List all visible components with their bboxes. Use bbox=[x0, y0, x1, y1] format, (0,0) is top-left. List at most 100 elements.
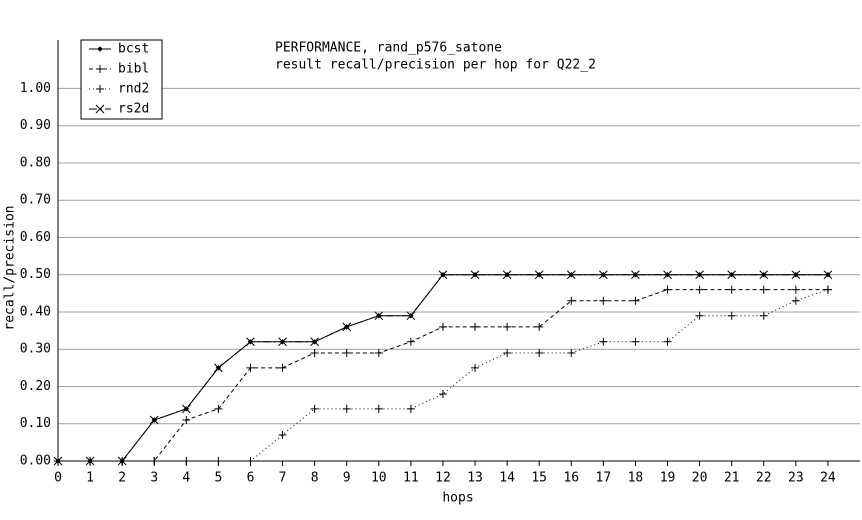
x-tick-label: 5 bbox=[214, 471, 222, 486]
data-point bbox=[214, 457, 223, 465]
data-point bbox=[566, 270, 576, 280]
y-tick-label: 1.00 bbox=[20, 81, 51, 96]
x-tick-label: 6 bbox=[247, 471, 255, 486]
x-tick-label: 7 bbox=[279, 471, 287, 486]
data-point bbox=[246, 457, 255, 465]
data-point bbox=[567, 296, 576, 305]
data-point bbox=[438, 389, 447, 398]
data-point bbox=[53, 456, 63, 466]
y-tick-label: 0.50 bbox=[20, 267, 51, 282]
data-point bbox=[759, 270, 769, 280]
y-tick-label: 0.80 bbox=[20, 155, 51, 170]
data-point bbox=[599, 337, 608, 346]
series-line bbox=[58, 274, 828, 462]
data-point bbox=[310, 337, 319, 347]
data-point bbox=[471, 363, 480, 372]
legend-label: rs2d bbox=[118, 102, 149, 117]
x-tick-label: 14 bbox=[499, 471, 515, 486]
y-tick-label: 0.00 bbox=[20, 454, 51, 469]
x-tick-label: 15 bbox=[531, 471, 547, 486]
data-point bbox=[502, 270, 512, 280]
data-point bbox=[599, 270, 608, 280]
legend-label: bibl bbox=[118, 62, 149, 77]
data-point bbox=[149, 415, 159, 425]
data-point bbox=[759, 311, 768, 320]
x-tick-label: 2 bbox=[118, 471, 126, 486]
x-tick-label: 22 bbox=[756, 471, 772, 486]
data-point bbox=[791, 270, 801, 280]
data-point bbox=[278, 337, 287, 347]
x-tick-label: 23 bbox=[788, 471, 804, 486]
chart-subtitle: result recall/precision per hop for Q22_… bbox=[275, 58, 596, 73]
data-point bbox=[727, 285, 736, 294]
x-tick-label: 0 bbox=[54, 471, 62, 486]
data-point bbox=[534, 270, 544, 280]
data-point bbox=[631, 270, 640, 280]
data-point bbox=[85, 456, 95, 466]
data-point bbox=[214, 404, 223, 413]
y-tick-label: 0.90 bbox=[20, 118, 51, 133]
data-point bbox=[470, 270, 480, 280]
data-point bbox=[342, 404, 351, 413]
x-tick-label: 9 bbox=[343, 471, 351, 486]
x-tick-label: 10 bbox=[371, 471, 387, 486]
data-point bbox=[535, 348, 544, 357]
chart-title: PERFORMANCE, rand_p576_satone bbox=[275, 41, 502, 56]
data-point bbox=[663, 337, 672, 346]
x-tick-label: 3 bbox=[150, 471, 158, 486]
legend-label: bcst bbox=[118, 42, 149, 57]
data-point bbox=[695, 311, 704, 320]
x-tick-label: 13 bbox=[467, 471, 483, 486]
data-point bbox=[599, 296, 608, 305]
data-point bbox=[310, 348, 319, 357]
data-point bbox=[631, 296, 640, 305]
data-point bbox=[791, 296, 800, 305]
data-point bbox=[503, 348, 512, 357]
x-tick-label: 16 bbox=[563, 471, 579, 486]
x-tick-label: 8 bbox=[311, 471, 319, 486]
data-point bbox=[759, 285, 768, 294]
y-tick-label: 0.60 bbox=[20, 230, 51, 245]
data-point bbox=[374, 404, 383, 413]
y-tick-label: 0.30 bbox=[20, 342, 51, 357]
data-point bbox=[823, 285, 832, 294]
x-tick-label: 20 bbox=[692, 471, 708, 486]
data-point bbox=[246, 337, 255, 347]
data-point bbox=[342, 348, 351, 357]
data-point bbox=[823, 270, 833, 280]
data-point bbox=[503, 322, 512, 331]
data-point bbox=[278, 363, 287, 372]
legend-label: rnd2 bbox=[118, 82, 149, 97]
data-point bbox=[214, 363, 223, 373]
x-tick-label: 11 bbox=[403, 471, 419, 486]
data-point bbox=[567, 348, 576, 357]
series-line bbox=[58, 289, 829, 462]
y-tick-label: 0.20 bbox=[20, 379, 51, 394]
legend-marker bbox=[96, 85, 104, 93]
data-point bbox=[182, 416, 191, 425]
data-point bbox=[374, 348, 383, 357]
data-point bbox=[695, 270, 704, 280]
x-tick-label: 12 bbox=[435, 471, 451, 486]
data-point bbox=[406, 337, 415, 346]
data-point bbox=[695, 285, 704, 294]
data-point bbox=[535, 322, 544, 331]
data-point bbox=[663, 270, 672, 280]
x-tick-label: 4 bbox=[182, 471, 190, 486]
legend-box bbox=[80, 39, 163, 120]
data-point bbox=[406, 311, 416, 321]
x-tick-label: 21 bbox=[724, 471, 740, 486]
data-point bbox=[374, 311, 384, 321]
data-point bbox=[727, 270, 737, 280]
x-tick-label: 18 bbox=[628, 471, 644, 486]
legend-marker bbox=[97, 46, 103, 52]
x-tick-label: 1 bbox=[86, 471, 94, 486]
series-line bbox=[58, 274, 828, 462]
data-point bbox=[438, 322, 447, 331]
legend-marker bbox=[96, 65, 104, 73]
x-tick-label: 24 bbox=[820, 471, 836, 486]
y-tick-label: 0.40 bbox=[20, 304, 51, 319]
data-point bbox=[663, 285, 672, 294]
data-point bbox=[117, 456, 127, 466]
